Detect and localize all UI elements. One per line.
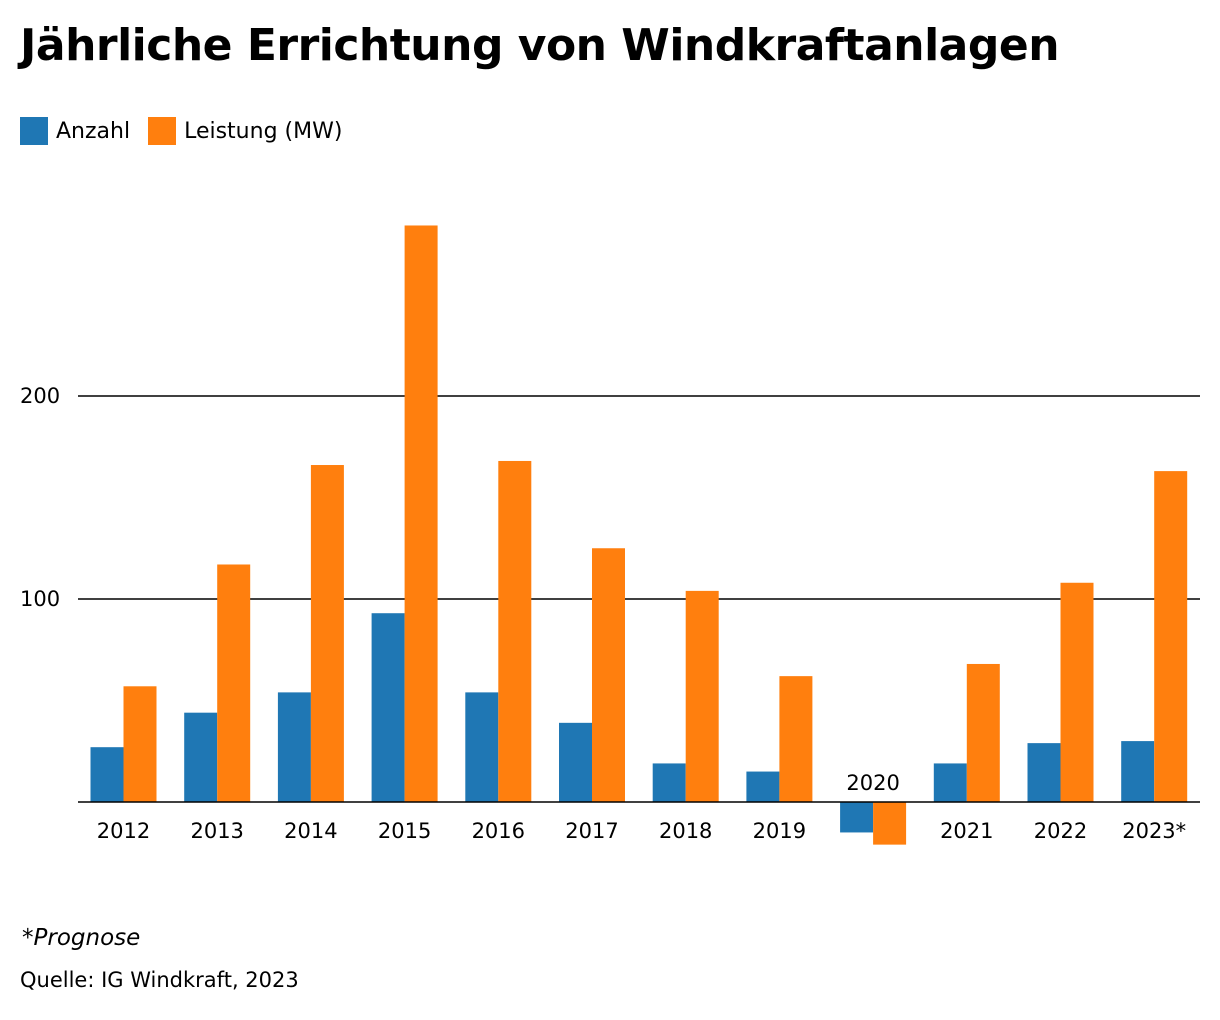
legend-label-anzahl: Anzahl	[56, 118, 131, 144]
legend-label-leistung: Leistung (MW)	[184, 118, 343, 144]
x-tick-label-2015: 2015	[378, 819, 431, 843]
source-note: Quelle: IG Windkraft, 2023	[20, 968, 299, 992]
bar-leistung-2012	[123, 686, 157, 802]
legend-swatch-leistung	[148, 117, 177, 145]
x-tick-label-2021: 2021	[940, 819, 993, 843]
x-tick-label-2019: 2019	[753, 819, 806, 843]
chart-title: Jährliche Errichtung von Windkraftanlage…	[20, 20, 1060, 71]
bar-anzahl-2020	[840, 802, 874, 833]
x-tick-label-2020: 2020	[846, 771, 899, 795]
x-tick-label-2023: 2023*	[1122, 819, 1186, 843]
bar-anzahl-2015	[371, 613, 405, 802]
legend-swatch-anzahl	[20, 117, 48, 145]
legend-item-anzahl: Anzahl	[20, 117, 130, 145]
x-tick-label-2013: 2013	[190, 819, 243, 843]
bar-anzahl-2023	[1121, 741, 1155, 802]
bar-leistung-2016	[498, 460, 532, 802]
bar-anzahl-2016	[465, 692, 499, 802]
bar-leistung-2017	[592, 548, 625, 802]
bar-anzahl-2019	[746, 771, 780, 802]
bar-leistung-2019	[779, 676, 813, 802]
legend-item-leistung: Leistung (MW)	[148, 117, 342, 145]
y-tick-label-100: 100	[20, 587, 60, 611]
bar-anzahl-2013	[184, 712, 218, 802]
bar-anzahl-2017	[559, 722, 592, 802]
bar-leistung-2013	[217, 564, 251, 802]
bar-leistung-2020	[873, 802, 907, 845]
bar-anzahl-2021	[933, 763, 967, 802]
x-tick-label-2016: 2016	[472, 819, 525, 843]
x-tick-label-2022: 2022	[1034, 819, 1087, 843]
bar-leistung-2015	[404, 225, 438, 803]
footnote: *Prognose	[22, 925, 141, 951]
legend: Anzahl Leistung (MW)	[20, 117, 360, 145]
bar-leistung-2014	[310, 465, 344, 802]
bar-leistung-2018	[685, 590, 719, 802]
bar-leistung-2021	[966, 663, 1000, 802]
bar-chart: 100 200 2012 2013 2014 2015 2016 2017 2018 2019 20…	[20, 225, 1200, 845]
x-tick-label-2012: 2012	[97, 819, 150, 843]
bar-leistung-2023	[1154, 471, 1188, 802]
bar-leistung-2022	[1060, 582, 1094, 802]
y-tick-label-200: 200	[20, 384, 60, 408]
x-tick-label-2018: 2018	[659, 819, 712, 843]
bar-anzahl-2018	[652, 763, 686, 802]
x-tick-label-2014: 2014	[284, 819, 337, 843]
bar-anzahl-2012	[90, 747, 124, 802]
bar-anzahl-2014	[277, 692, 311, 802]
bar-anzahl-2022	[1027, 743, 1061, 802]
x-tick-label-2017: 2017	[565, 819, 618, 843]
